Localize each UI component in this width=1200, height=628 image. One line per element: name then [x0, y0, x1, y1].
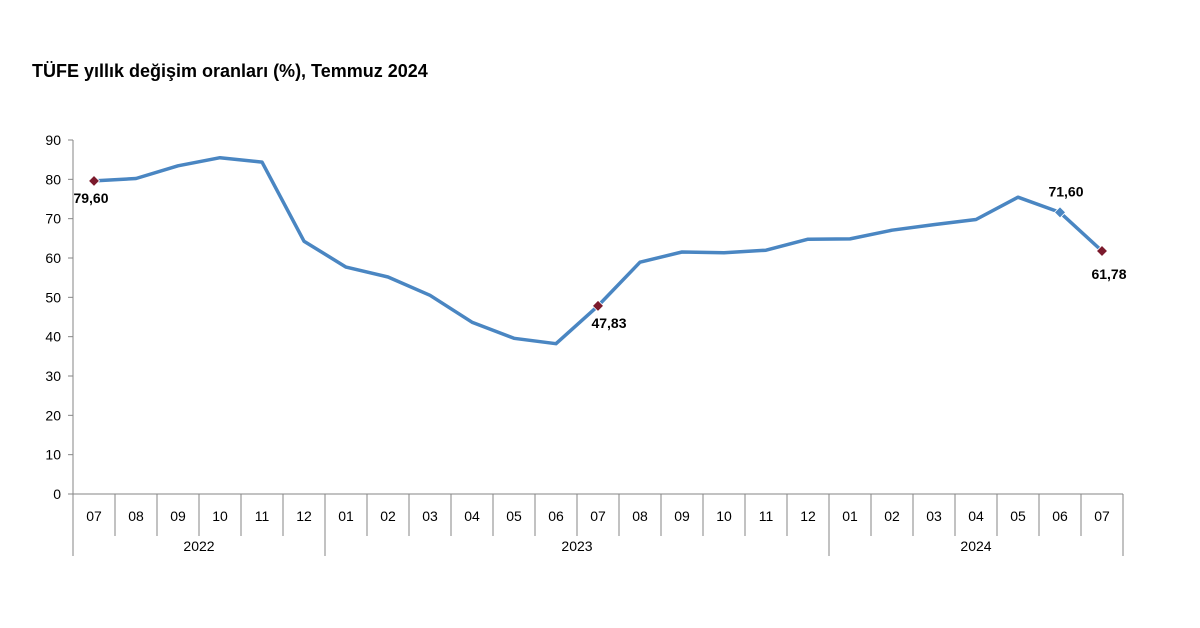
x-tick-label: 12 — [296, 508, 312, 524]
y-tick-label: 10 — [45, 447, 61, 463]
x-tick-label: 03 — [926, 508, 942, 524]
x-tick-label: 01 — [338, 508, 354, 524]
x-tick-label: 09 — [674, 508, 690, 524]
x-tick-label: 11 — [759, 508, 774, 524]
x-tick-label: 06 — [548, 508, 564, 524]
y-tick-label: 90 — [45, 132, 61, 148]
y-tick-label: 0 — [53, 486, 61, 502]
y-tick-label: 40 — [45, 329, 61, 345]
x-tick-label: 05 — [506, 508, 522, 524]
x-tick-label: 10 — [716, 508, 732, 524]
x-tick-label: 08 — [128, 508, 144, 524]
y-tick-label: 30 — [45, 368, 61, 384]
x-tick-label: 03 — [422, 508, 438, 524]
y-tick-label: 60 — [45, 250, 61, 266]
x-tick-label: 08 — [632, 508, 648, 524]
data-point-marker — [87, 174, 101, 187]
x-tick-label: 09 — [170, 508, 186, 524]
y-tick-label: 20 — [45, 407, 61, 423]
x-tick-label: 07 — [1094, 508, 1110, 524]
chart-title: TÜFE yıllık değişim oranları (%), Temmuz… — [32, 61, 428, 81]
x-tick-label: 11 — [255, 508, 270, 524]
data-label: 61,78 — [1091, 266, 1126, 282]
x-tick-label: 07 — [590, 508, 606, 524]
x-tick-label: 07 — [86, 508, 102, 524]
data-label: 71,60 — [1048, 183, 1083, 199]
data-point-marker — [591, 299, 605, 312]
x-tick-label: 06 — [1052, 508, 1068, 524]
y-tick-label: 80 — [45, 171, 61, 187]
data-point-marker — [1053, 206, 1067, 219]
data-point-marker — [1095, 244, 1109, 258]
y-tick-label: 70 — [45, 211, 61, 227]
x-tick-label: 05 — [1010, 508, 1026, 524]
x-tick-label: 01 — [842, 508, 858, 524]
x-year-label: 2024 — [960, 538, 991, 554]
data-label: 47,83 — [591, 315, 626, 331]
y-tick-label: 50 — [45, 289, 61, 305]
x-tick-label: 12 — [800, 508, 816, 524]
data-label: 79,60 — [73, 190, 108, 206]
x-tick-label: 04 — [464, 508, 480, 524]
x-tick-label: 02 — [380, 508, 396, 524]
x-tick-label: 10 — [212, 508, 228, 524]
x-tick-label: 04 — [968, 508, 984, 524]
x-year-label: 2023 — [561, 538, 592, 554]
x-tick-label: 02 — [884, 508, 900, 524]
x-year-label: 2022 — [183, 538, 214, 554]
